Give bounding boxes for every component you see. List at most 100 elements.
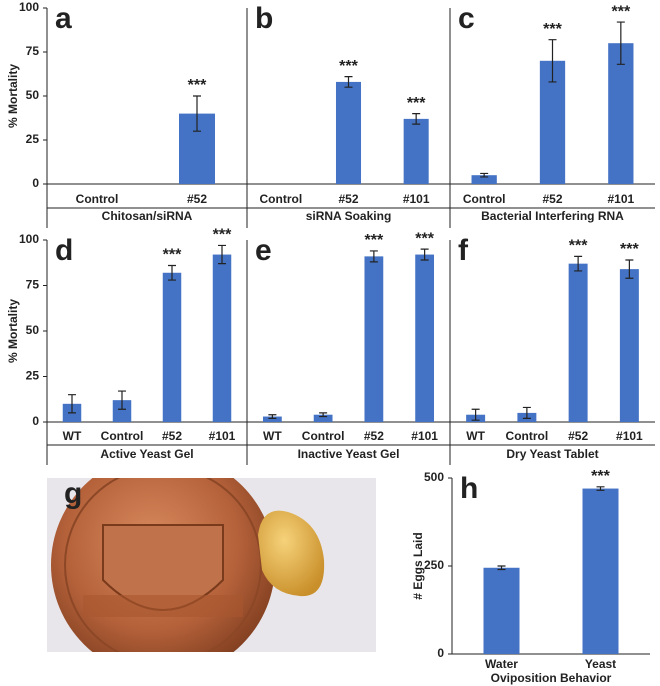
significance: *** [163,247,182,264]
y-tick-label: 0 [437,646,444,660]
panel-label: h [460,472,478,505]
error-bar [574,255,583,272]
bar [483,567,520,654]
significance: *** [591,468,610,485]
y-axis-label: # Eggs Laid [411,532,425,599]
significance: *** [620,241,639,258]
x-tick-label: #52 [568,429,588,443]
error-bar [497,565,506,571]
error-bar [471,408,480,421]
bar [364,256,384,422]
bar [112,400,132,422]
y-tick-label: 75 [26,278,40,292]
bar [568,263,588,422]
y-tick-label: 50 [26,88,40,102]
bar [162,272,182,422]
significance: *** [415,230,434,247]
x-tick-label: Water [485,657,518,671]
x-tick-label: #52 [187,192,207,206]
significance: *** [407,95,426,112]
x-tick-label: #52 [162,429,182,443]
x-tick-label: Control [76,192,119,206]
error-bar [625,259,634,279]
bar [582,488,619,654]
bar [313,414,333,422]
x-tick-label: Control [302,429,345,443]
x-tick-label: #52 [338,192,358,206]
significance: *** [543,21,562,38]
x-tick-label: #101 [403,192,430,206]
error-bar [68,394,76,414]
bar [262,416,282,422]
error-bar [616,21,625,65]
error-bar [480,172,489,178]
y-axis-label: % Mortality [6,64,20,128]
error-bar [193,95,201,132]
x-tick-label: WT [263,429,282,443]
x-tick-label: #101 [607,192,634,206]
error-bar [268,414,277,419]
x-tick-label: #52 [364,429,384,443]
x-tick-label: Control [101,429,144,443]
y-tick-label: 500 [424,470,444,484]
x-axis-label: Oviposition Behavior [491,671,612,685]
panel-label: c [458,2,475,35]
panel-label: e [255,234,272,267]
x-tick-label: Control [463,192,506,206]
significance: *** [339,58,358,75]
significance: *** [611,3,630,20]
y-tick-label: 100 [19,0,39,14]
x-axis-label: Chitosan/siRNA [102,209,193,223]
y-tick-label: 0 [32,414,39,428]
significance: *** [188,77,207,94]
bar [608,43,634,185]
error-bar [412,113,421,125]
panel-label: f [458,234,469,267]
y-tick-label: 25 [26,369,40,383]
error-bar [218,244,226,265]
panel-label: d [55,234,73,267]
x-tick-label: Control [506,429,549,443]
bar [471,175,497,184]
panel-label: g [64,477,82,510]
significance: *** [213,227,232,244]
error-bar [118,390,126,410]
panel-label: b [255,2,273,35]
bar [212,254,232,422]
significance: *** [569,238,588,255]
x-axis-label: Bacterial Interfering RNA [481,209,624,223]
x-tick-label: #101 [616,429,643,443]
y-axis-label: % Mortality [6,299,20,363]
photo-panel: g [47,477,376,652]
x-tick-label: #101 [209,429,236,443]
significance: *** [365,232,384,249]
y-tick-label: 250 [424,558,444,572]
y-tick-label: 100 [19,232,39,246]
x-axis-label: Inactive Yeast Gel [298,447,400,461]
bar [403,118,429,184]
x-axis-label: Dry Yeast Tablet [506,447,598,461]
error-bar [168,264,176,281]
y-tick-label: 50 [26,323,40,337]
error-bar [548,39,557,83]
error-bar [522,406,531,419]
x-axis-label: Active Yeast Gel [100,447,193,461]
x-tick-label: Control [260,192,303,206]
bar [619,269,639,422]
y-tick-label: 75 [26,44,40,58]
x-tick-label: WT [466,429,485,443]
x-tick-label: #101 [411,429,438,443]
x-tick-label: #52 [542,192,562,206]
error-bar [369,250,378,263]
x-tick-label: WT [63,429,82,443]
error-bar [420,248,429,261]
yeast-gel [258,510,325,597]
x-axis-label: siRNA Soaking [306,209,392,223]
error-bar [319,412,328,418]
panel-label: a [55,2,72,35]
x-tick-label: Yeast [585,657,616,671]
bar [335,81,362,184]
penny-rim [64,478,262,652]
error-bar [596,486,605,491]
